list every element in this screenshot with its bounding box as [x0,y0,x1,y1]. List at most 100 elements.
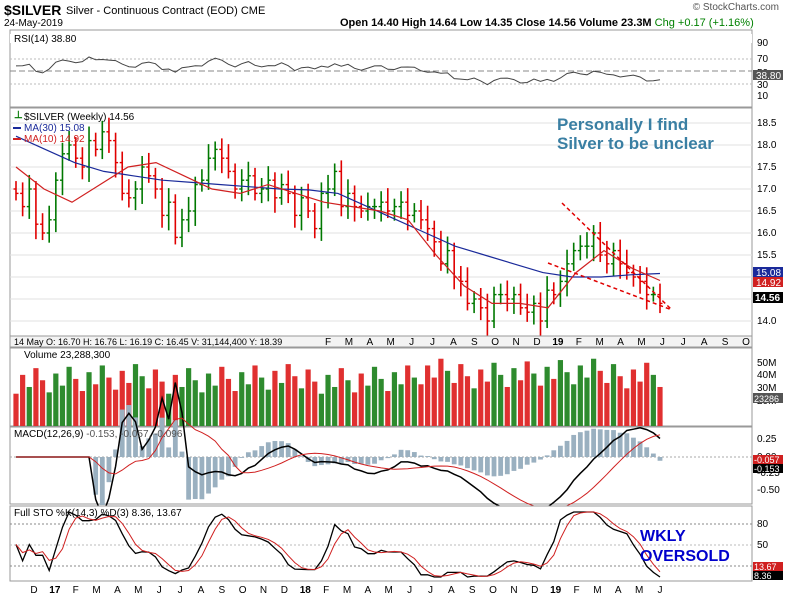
bottom-x-label: O [489,585,497,596]
macd-hist-bar [312,457,318,467]
macd-hist-bar [657,457,663,461]
bottom-x-label: N [510,585,517,596]
volume-bar [33,368,39,426]
price-bar [611,242,617,277]
macd-hist-bar [591,428,597,457]
volume-bar [351,392,358,426]
macd-hist-bar [245,452,251,457]
price-bar [272,172,278,213]
volume-bar [93,384,99,426]
ma10-legend: MA(10) 14.92 [24,134,85,145]
macd-hist-bar [624,433,630,457]
volume-bar [13,393,19,426]
volume-bar [425,365,431,426]
volume-bar [205,373,212,426]
bottom-x-label: D [281,585,288,596]
price-bar [179,208,185,248]
price-bar [106,117,112,153]
bottom-x-label: M [593,585,601,596]
ma30-tag: 15.08 [756,268,781,279]
macd-hist-bar [465,457,470,469]
macd-hist-bar [597,429,603,457]
macd-hist-bar [153,433,158,457]
price-bar [186,196,192,233]
price-bar [491,286,497,329]
price-x-label: J [681,337,686,348]
volume-bar [66,366,72,426]
wedge-lower-trendline [547,262,673,311]
price-bar [172,194,178,245]
volume-tick-40m: 40M [757,370,776,381]
volume-bar [504,386,510,426]
svg-text:⊥: ⊥ [14,110,23,121]
price-bar [93,132,99,157]
macd-hist-bar [425,456,431,457]
volume-bar [259,377,265,426]
volume-bar [531,373,537,426]
bottom-x-label: F [573,585,579,596]
price-x-label: M [387,337,395,348]
macd-hist-bar [292,449,298,457]
volume-bar [39,380,46,426]
annotation-line-2: Silver to be unclear [557,134,714,153]
volume-bar [365,385,371,426]
price-bar [544,276,550,329]
volume-bar [46,392,52,426]
chart-date: 24-May-2019 [4,18,63,29]
macd-hist-bar [99,457,105,506]
last-price-tag: 14.56 [755,293,780,304]
volume-bar [577,365,583,426]
macd-hist-bar [113,449,118,457]
sto-d-line [15,511,661,577]
price-bar [285,170,291,204]
price-bar [318,182,324,241]
volume-bar [498,374,504,426]
volume-bar [166,393,172,426]
price-bar [537,292,543,336]
macd-hist-bar [352,457,357,465]
price-bar [332,163,338,197]
price-x-label: A [617,337,624,348]
bottom-x-label: M [92,585,100,596]
chart-header: $SILVER Silver - Continuous Contract (EO… [0,0,785,29]
sto-tick-80: 80 [757,519,769,530]
bottom-x-label: S [218,585,225,596]
macd-hist-bar [232,457,238,467]
bottom-x-label: A [448,585,455,596]
macd-hist-bar [139,445,145,457]
wedge-upper-trendline [561,202,673,311]
macd-hist-bar [418,455,424,457]
price-panel: $SILVER (Weekly) 14.56 MA(30) 15.08 MA(1… [9,107,783,348]
volume-bar [292,376,298,426]
price-x-label: 19 [552,337,564,348]
macd-hist-bar [133,417,138,457]
price-bar [358,195,364,219]
macd-hist-bar [119,409,125,457]
ma30-line [15,135,661,278]
macd-hist-bar [538,457,543,460]
price-bar [398,191,404,219]
price-bar [518,283,524,315]
macd-tick-025: 0.25 [757,434,777,445]
price-x-label: D [533,337,540,348]
volume-bar [278,382,285,426]
macd-hist-bar [285,443,291,457]
rsi-tick-90: 90 [757,38,769,49]
macd-hist-bar [179,451,185,457]
volume-bar [106,377,112,426]
volume-bars [13,358,663,426]
price-tick-label: 17.5 [757,162,777,173]
bar-info-readout: 14 May O: 16.70 H: 16.76 L: 16.19 C: 16.… [14,337,282,347]
price-bar [298,186,304,231]
instrument-name: Silver - Continuous Contract (EOD) CME [66,5,266,17]
volume-bar [597,370,603,426]
bottom-x-label: J [658,585,663,596]
volume-tick-30m: 30M [757,383,776,394]
macd-hist-bar [518,457,523,469]
macd-hist-bar [252,450,258,457]
volume-bar [584,377,590,426]
price-bars [13,117,663,336]
volume-bar [630,369,637,426]
macd-tag-1: -0.057 [754,455,780,465]
volume-bar [657,386,663,426]
